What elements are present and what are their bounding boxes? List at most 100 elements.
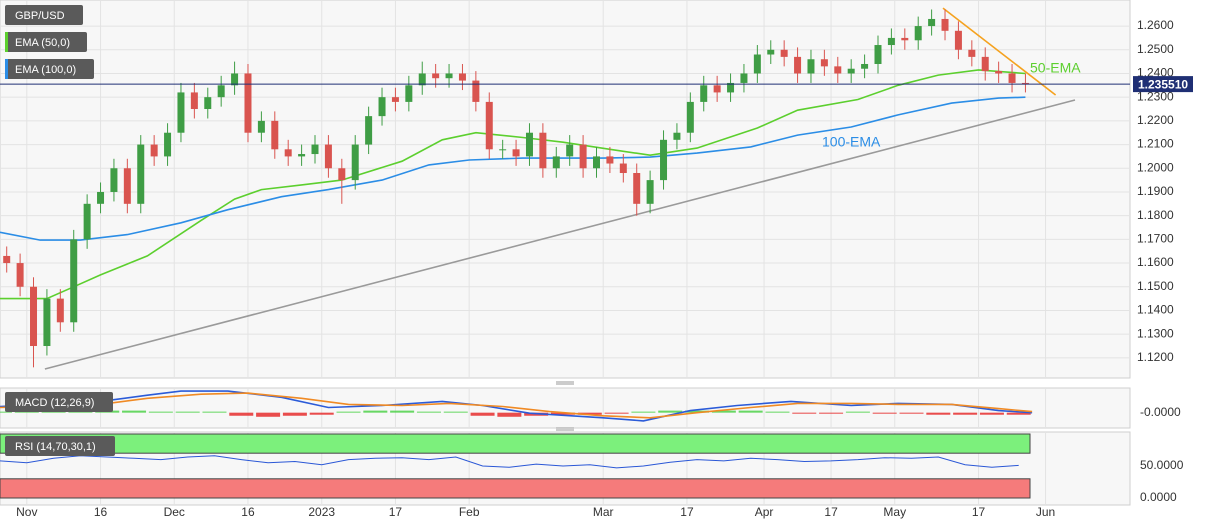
candle-body xyxy=(914,26,922,41)
candle-body xyxy=(941,18,949,31)
macd-histogram-bar xyxy=(416,411,441,413)
y-tick-label: 1.1700 xyxy=(1137,232,1174,246)
y-tick-label: 1.1500 xyxy=(1137,279,1174,293)
macd-histogram-bar xyxy=(390,410,415,413)
candle-body xyxy=(552,156,560,169)
x-tick-label: Feb xyxy=(459,505,480,519)
candle-body xyxy=(847,68,855,74)
candle-body xyxy=(123,168,131,204)
x-tick-label: 17 xyxy=(824,505,838,519)
macd-histogram-bar xyxy=(470,412,495,416)
x-tick-label: 17 xyxy=(680,505,694,519)
candle-body xyxy=(365,116,373,145)
x-tick-label: Jun xyxy=(1036,505,1055,519)
candle-body xyxy=(1008,73,1016,83)
candle-body xyxy=(633,173,641,204)
candle-body xyxy=(539,132,547,169)
candle-body xyxy=(16,263,24,287)
candle-body xyxy=(861,63,869,69)
candle-body xyxy=(405,85,413,102)
macd-histogram-bar xyxy=(819,412,844,414)
candle-body xyxy=(512,149,520,157)
candle-body xyxy=(3,255,11,264)
y-tick-label: 1.1800 xyxy=(1137,208,1174,222)
legend-box xyxy=(5,59,94,79)
candle-body xyxy=(445,73,453,79)
macd-histogram-bar xyxy=(765,411,790,413)
candle-body xyxy=(901,37,909,41)
y-tick-label: -0.0000 xyxy=(1140,405,1181,419)
candle-body xyxy=(713,85,721,93)
macd-histogram-bar xyxy=(631,411,656,413)
x-tick-label: 17 xyxy=(972,505,986,519)
macd-histogram-bar xyxy=(175,411,200,413)
overbought-zone xyxy=(0,433,1031,454)
last-price-label: 1.235510 xyxy=(1138,77,1188,91)
x-tick-label: 16 xyxy=(94,505,108,519)
macd-histogram-bar xyxy=(658,410,683,413)
candle-body xyxy=(338,168,346,181)
trendline xyxy=(942,7,1057,96)
candle-body xyxy=(928,18,936,27)
candle-body xyxy=(981,56,989,72)
last-price-box xyxy=(1133,76,1193,93)
candle-body xyxy=(968,49,976,57)
legend-label: EMA (50,0) xyxy=(15,37,70,49)
candle-body xyxy=(740,73,748,83)
macd-histogram-bar xyxy=(0,411,12,413)
ema-annotation: 50-EMA xyxy=(1030,60,1081,76)
candle-body xyxy=(700,85,708,102)
candle-body xyxy=(820,59,828,67)
candle-body xyxy=(418,73,426,86)
candle-body xyxy=(311,144,319,155)
macd-histogram-bar xyxy=(122,410,147,413)
candle-body xyxy=(458,73,466,81)
candle-body xyxy=(646,180,654,204)
price-panel xyxy=(0,0,1131,379)
macd-histogram-bar xyxy=(148,411,173,413)
candle-body xyxy=(619,163,627,174)
candle-body xyxy=(43,298,51,347)
x-tick-label: 16 xyxy=(241,505,255,519)
rsi-line xyxy=(0,455,1019,469)
legend-label: EMA (100,0) xyxy=(15,64,76,76)
macd-histogram-bar xyxy=(845,411,870,413)
y-tick-label: 1.2600 xyxy=(1137,18,1174,32)
macd-panel xyxy=(0,387,1131,429)
candle-body xyxy=(97,191,105,204)
macd-histogram-bar xyxy=(363,410,388,413)
macd-histogram-bar xyxy=(792,412,817,414)
macd-histogram-bar xyxy=(953,412,978,415)
candle-body xyxy=(579,144,587,169)
macd-histogram-bar xyxy=(577,412,602,415)
candle-body xyxy=(204,97,212,110)
y-tick-label: 1.1400 xyxy=(1137,303,1174,317)
candle-body xyxy=(70,239,78,323)
y-tick-label: 1.1200 xyxy=(1137,350,1174,364)
y-tick-label: 1.2000 xyxy=(1137,160,1174,174)
candle-body xyxy=(566,144,574,157)
legend-label: RSI (14,70,30,1) xyxy=(15,441,96,453)
y-tick-label: 1.1900 xyxy=(1137,184,1174,198)
candle-body xyxy=(231,73,239,86)
legend-label: MACD (12,26,9) xyxy=(15,397,94,409)
candle-body xyxy=(391,97,399,102)
candle-body xyxy=(164,132,172,157)
candle-body xyxy=(324,144,332,169)
macd-histogram-bar xyxy=(443,411,468,413)
candle-body xyxy=(378,97,386,117)
macd-histogram-bar xyxy=(336,411,361,413)
candle-body xyxy=(217,85,225,98)
candle-body xyxy=(1021,82,1029,85)
y-tick-label: 50.0000 xyxy=(1140,458,1184,472)
candle-body xyxy=(110,168,118,192)
macd-histogram-bar xyxy=(550,412,575,415)
candle-body xyxy=(954,30,962,50)
candle-body xyxy=(807,59,815,74)
y-tick-label: 1.1300 xyxy=(1137,326,1174,340)
y-tick-label: 1.1600 xyxy=(1137,255,1174,269)
candle-body xyxy=(177,92,185,133)
legend-swatch xyxy=(5,32,8,52)
legend-box xyxy=(5,5,83,25)
